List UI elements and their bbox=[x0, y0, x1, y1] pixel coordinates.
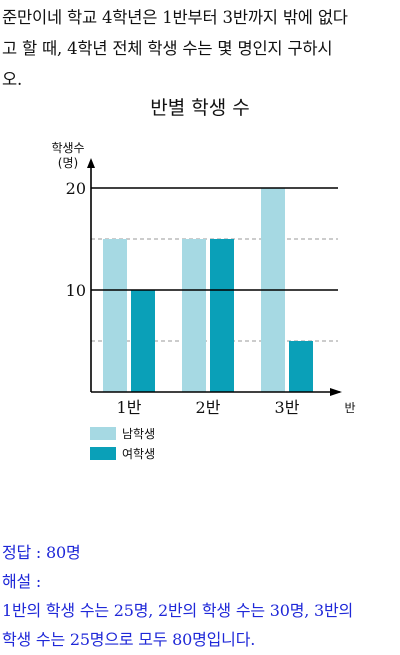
question-line-1: 준만이네 학교 4학년은 1반부터 3반까지 밖에 없다 bbox=[2, 8, 348, 27]
bar-chart: 10 20 학생수(명) 1반 2반 3반 반 bbox=[51, 141, 355, 417]
legend-swatch-female bbox=[90, 446, 116, 460]
legend-label-female: 여학생 bbox=[122, 446, 156, 461]
bar-female-2 bbox=[210, 239, 234, 392]
explanation-line-1: 1반의 학생 수는 25명, 2반의 학생 수는 30명, 3반의 bbox=[2, 601, 354, 620]
answer-line: 정답 : 80명 bbox=[2, 543, 81, 562]
question-line-3: 오. bbox=[2, 70, 23, 89]
chart-legend: 남학생 여학생 bbox=[90, 423, 155, 463]
bar-female-1 bbox=[131, 290, 155, 392]
bar-male-1 bbox=[103, 239, 127, 392]
x-tick-label: 2반 bbox=[196, 398, 221, 417]
y-axis-arrow bbox=[87, 158, 95, 168]
legend-label-male: 남학생 bbox=[122, 426, 156, 441]
chart-title: 반별 학생 수 bbox=[150, 97, 250, 119]
y-tick-label: 10 bbox=[66, 281, 86, 300]
answer-block: 정답 : 80명 해설 : 1반의 학생 수는 25명, 2반의 학생 수는 3… bbox=[2, 538, 398, 654]
x-axis-arrow bbox=[330, 388, 342, 396]
bar-male-2 bbox=[182, 239, 206, 392]
explanation-line-2: 학생 수는 25명으로 모두 80명입니다. bbox=[2, 630, 256, 649]
y-tick-label: 20 bbox=[66, 179, 86, 198]
x-tick-label: 1반 bbox=[117, 398, 142, 417]
legend-item-female: 여학생 bbox=[90, 443, 155, 463]
question-line-2: 고 할 때, 4학년 전체 학생 수는 몇 명인지 구하시 bbox=[2, 39, 333, 58]
x-tick-label: 3반 bbox=[275, 398, 300, 417]
legend-swatch-male bbox=[90, 426, 116, 440]
bar-female-3 bbox=[289, 341, 313, 392]
y-axis-unit: (명) bbox=[58, 156, 78, 170]
legend-item-male: 남학생 bbox=[90, 423, 155, 443]
question-text: 준만이네 학교 4학년은 1반부터 3반까지 밖에 없다 고 할 때, 4학년 … bbox=[2, 2, 398, 95]
explanation-heading: 해설 : bbox=[2, 572, 42, 591]
x-axis-label: 반 bbox=[344, 401, 355, 415]
y-axis-label: 학생수 bbox=[51, 141, 84, 155]
